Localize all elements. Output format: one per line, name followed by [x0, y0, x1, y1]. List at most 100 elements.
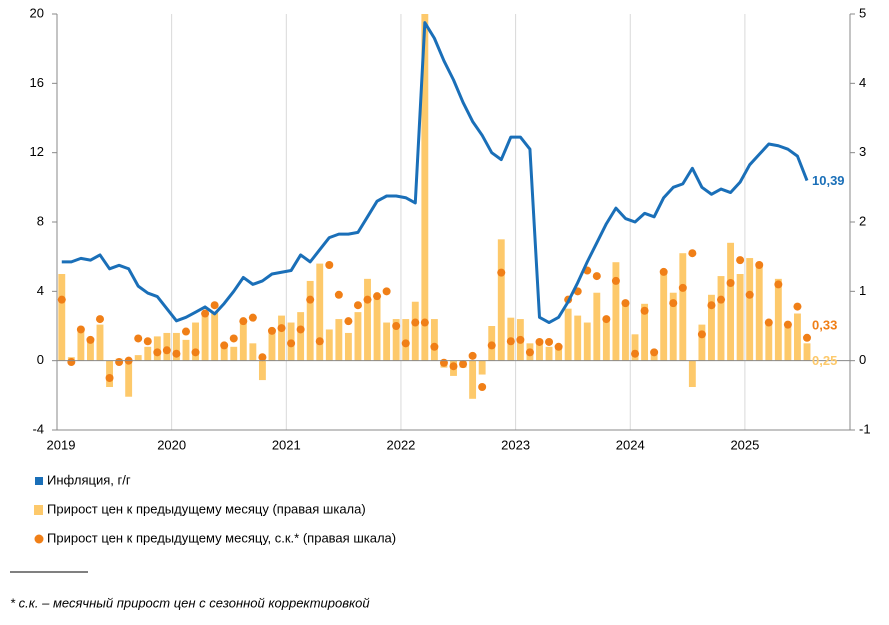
dot — [736, 256, 745, 265]
dot — [181, 327, 190, 336]
y2-tick-label: 1 — [859, 283, 866, 298]
end-label: 10,39 — [812, 173, 845, 188]
y-tick-label: 12 — [30, 144, 44, 159]
bar — [650, 353, 658, 361]
bar — [325, 329, 333, 361]
dot — [411, 318, 420, 327]
dot — [172, 349, 181, 358]
dot — [793, 302, 802, 311]
bar — [708, 294, 715, 361]
legend-label: Прирост цен к предыдущему месяцу, с.к.* … — [47, 530, 396, 545]
bar — [660, 271, 668, 361]
bar — [746, 258, 754, 361]
dot — [631, 349, 640, 358]
dot — [697, 330, 706, 339]
bar — [77, 329, 85, 361]
bar — [249, 343, 257, 361]
dot — [602, 315, 611, 324]
bar — [430, 319, 438, 361]
dot — [86, 335, 95, 344]
bar — [612, 262, 620, 361]
y2-tick-label: 2 — [859, 213, 866, 228]
dot — [449, 362, 458, 371]
bar — [87, 339, 94, 361]
bar — [211, 312, 219, 361]
dot — [755, 260, 764, 269]
dot — [516, 335, 525, 344]
dot — [487, 341, 496, 350]
bar — [602, 319, 610, 361]
bar — [755, 264, 763, 361]
bar — [727, 242, 735, 361]
bar — [631, 334, 639, 361]
dot — [420, 318, 429, 327]
dot — [669, 299, 678, 308]
dot — [688, 249, 697, 258]
bar — [172, 332, 180, 361]
bar — [536, 343, 543, 361]
end-label: 0,25 — [812, 353, 837, 368]
dot — [717, 295, 726, 304]
dot — [774, 280, 783, 289]
legend-swatch — [35, 477, 43, 485]
bar — [622, 301, 629, 361]
dot — [535, 337, 544, 346]
dot — [650, 348, 659, 357]
dot — [592, 272, 601, 281]
dot — [315, 337, 324, 346]
y2-tick-label: 3 — [859, 144, 866, 159]
dot — [382, 287, 391, 296]
bar — [297, 312, 305, 361]
dot — [95, 315, 104, 324]
dot — [105, 374, 114, 382]
y-tick-label: 0 — [37, 352, 44, 367]
dot — [134, 334, 143, 343]
dot — [764, 318, 773, 327]
dot — [439, 358, 448, 367]
bar — [201, 315, 209, 361]
dot — [726, 279, 735, 288]
y2-tick-label: 5 — [859, 5, 866, 20]
bar — [736, 274, 744, 361]
legend-label: Инфляция, г/г — [47, 472, 131, 487]
bar — [574, 315, 582, 361]
bar — [134, 355, 142, 361]
dot — [67, 358, 76, 367]
dot — [277, 324, 286, 333]
dot — [525, 348, 534, 357]
dot — [707, 301, 716, 310]
dot — [611, 276, 620, 285]
x-tick-label: 2024 — [616, 437, 645, 452]
y-tick-label: 16 — [30, 75, 44, 90]
dot — [115, 358, 124, 367]
y2-tick-label: 0 — [859, 352, 866, 367]
bar — [258, 360, 266, 381]
dot — [153, 348, 162, 357]
dot — [267, 326, 276, 335]
dot — [478, 383, 487, 392]
dot — [783, 320, 792, 329]
bar — [803, 343, 811, 361]
dot — [392, 322, 401, 330]
dot — [554, 342, 563, 351]
bar — [679, 253, 687, 361]
bar — [316, 263, 324, 361]
bar — [239, 322, 247, 361]
x-tick-label: 2019 — [47, 437, 76, 452]
dot — [325, 260, 334, 269]
bar — [564, 308, 572, 361]
dot — [296, 325, 305, 334]
bar — [383, 322, 391, 361]
bar — [555, 346, 563, 361]
bar — [192, 322, 199, 361]
dot — [220, 341, 229, 350]
bar — [392, 319, 400, 361]
bar — [669, 292, 677, 361]
bar — [106, 360, 113, 388]
dot — [803, 333, 812, 342]
y-tick-label: -4 — [32, 421, 44, 436]
bar — [784, 322, 792, 361]
dot — [363, 295, 372, 304]
bar — [583, 322, 591, 361]
